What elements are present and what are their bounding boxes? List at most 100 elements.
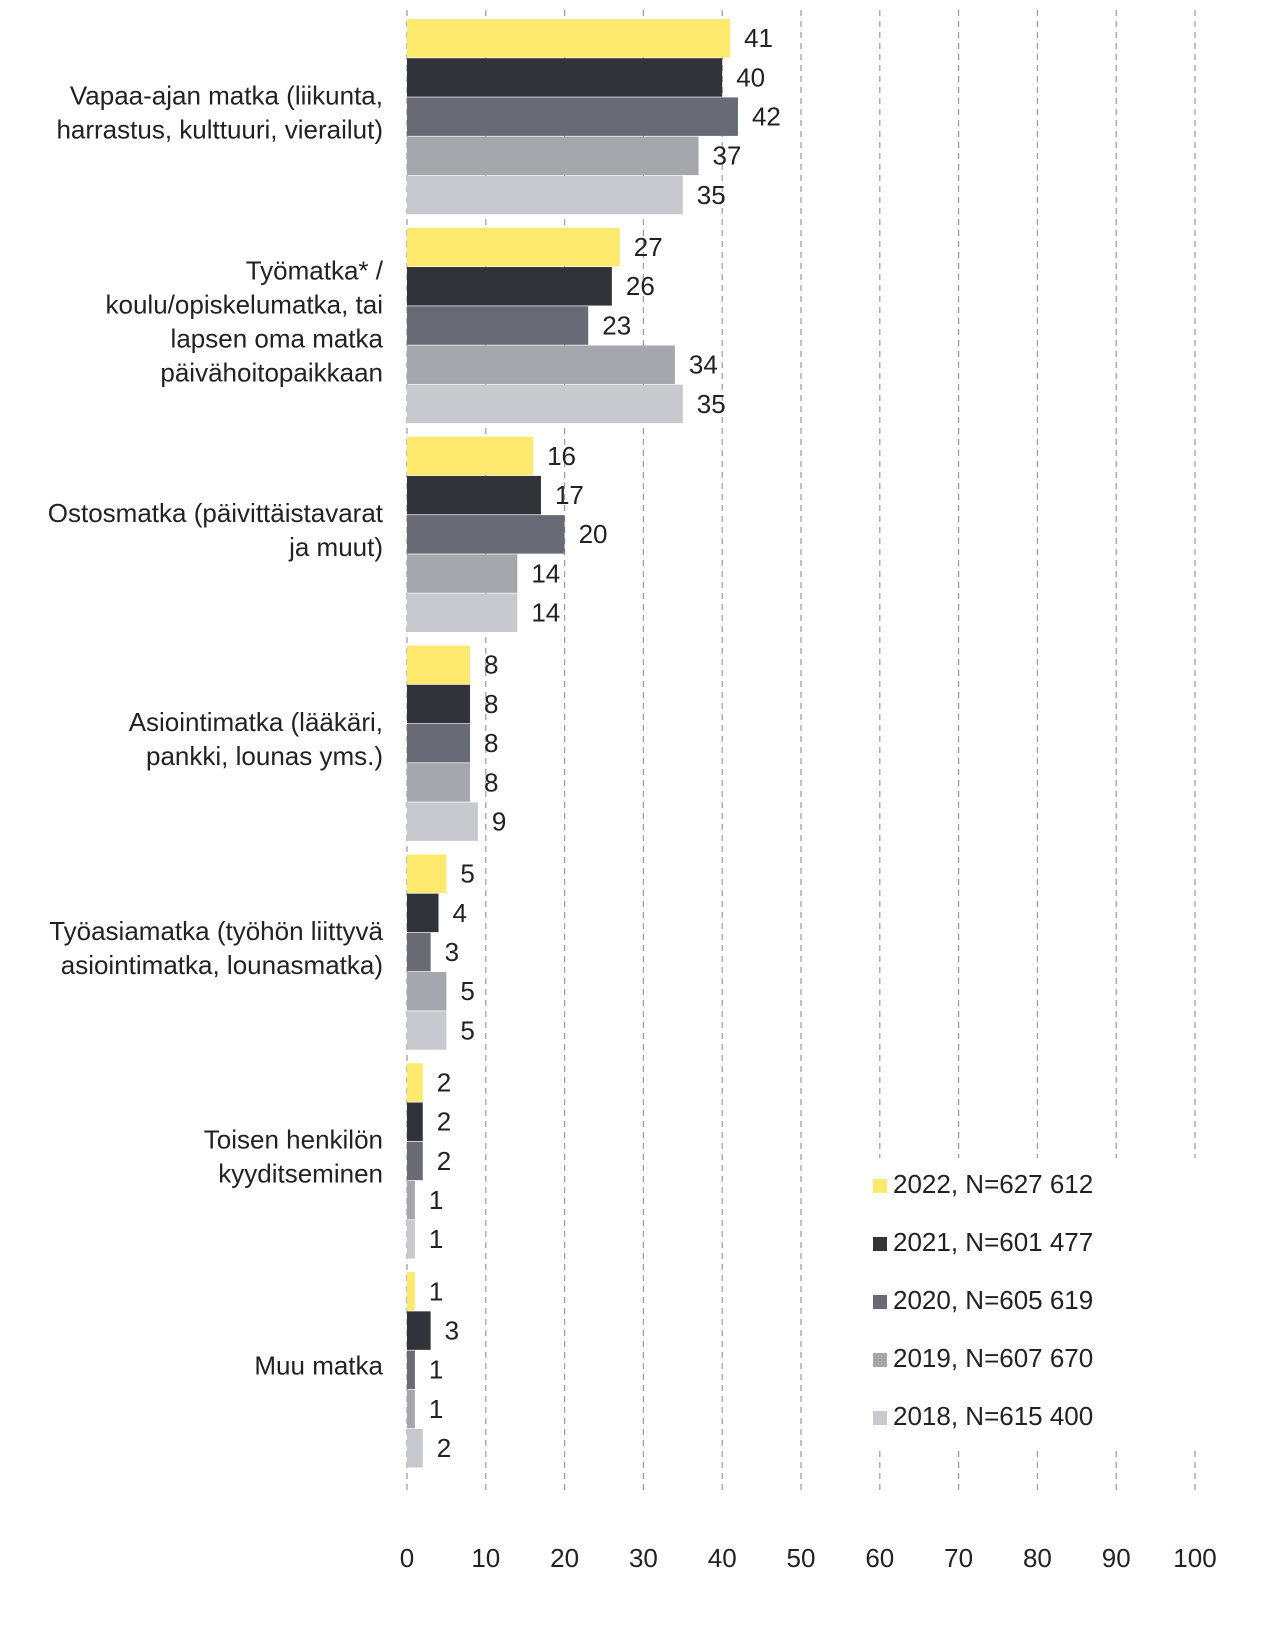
bar xyxy=(407,854,447,893)
data-label: 4 xyxy=(453,898,467,928)
bar xyxy=(407,1063,423,1102)
data-label: 17 xyxy=(555,480,584,510)
category-label: Toisen henkilön kyyditseminen xyxy=(204,1125,383,1189)
bar xyxy=(407,1011,447,1050)
x-tick-label: 40 xyxy=(708,1543,737,1573)
legend-background xyxy=(860,1158,1205,1448)
data-label: 9 xyxy=(492,806,506,836)
data-label: 40 xyxy=(736,62,765,92)
bar xyxy=(407,763,471,802)
data-label: 1 xyxy=(429,1185,443,1215)
bar xyxy=(407,384,683,424)
data-label: 35 xyxy=(697,180,726,210)
bar xyxy=(407,972,447,1011)
bar xyxy=(407,723,471,763)
legend-swatch xyxy=(873,1237,887,1251)
data-label: 2 xyxy=(437,1433,451,1463)
data-label: 1 xyxy=(429,1394,443,1424)
bar xyxy=(407,802,478,841)
bar xyxy=(407,1350,415,1390)
data-label: 1 xyxy=(429,1224,443,1254)
data-label: 2 xyxy=(437,1107,451,1137)
bar xyxy=(407,684,471,724)
x-tick-label: 20 xyxy=(550,1543,579,1573)
x-tick-label: 80 xyxy=(1023,1543,1052,1573)
data-label: 8 xyxy=(484,650,498,680)
bar xyxy=(407,593,518,633)
data-label: 2 xyxy=(437,1067,451,1097)
bar xyxy=(407,1180,415,1220)
bar xyxy=(407,97,738,136)
x-tick-label: 50 xyxy=(787,1543,816,1573)
bar xyxy=(407,19,731,58)
legend-swatch xyxy=(873,1353,887,1367)
data-label: 3 xyxy=(445,937,459,967)
category-label: Muu matka xyxy=(254,1350,383,1380)
data-label: 8 xyxy=(484,767,498,797)
legend-label: 2021, N=601 477 xyxy=(893,1227,1093,1257)
x-tick-label: 100 xyxy=(1173,1543,1216,1573)
bar xyxy=(407,475,541,515)
category-label: Työasiamatka (työhön liittyvä asiointimat… xyxy=(49,916,383,980)
bar xyxy=(407,554,518,593)
legend-swatch xyxy=(873,1411,887,1425)
x-tick-label: 60 xyxy=(865,1543,894,1573)
bar xyxy=(407,1428,423,1468)
bar xyxy=(407,436,534,476)
x-tick-label: 0 xyxy=(400,1543,414,1573)
bar xyxy=(407,345,675,384)
bar xyxy=(407,136,699,176)
data-label: 14 xyxy=(531,598,560,628)
legend-swatch xyxy=(873,1179,887,1193)
legend-label: 2019, N=607 670 xyxy=(893,1343,1093,1373)
bar xyxy=(407,1102,423,1141)
data-label: 1 xyxy=(429,1355,443,1385)
category-label: Ostosmatka (päivittäistavarat ja muut) xyxy=(48,498,384,562)
data-label: 1 xyxy=(429,1276,443,1306)
data-label: 42 xyxy=(752,102,781,132)
data-label: 8 xyxy=(484,689,498,719)
data-label: 5 xyxy=(460,1015,474,1045)
bar xyxy=(407,267,612,306)
data-label: 20 xyxy=(579,519,608,549)
x-tick-label: 90 xyxy=(1102,1543,1131,1573)
legend-label: 2020, N=605 619 xyxy=(893,1285,1093,1315)
bar xyxy=(407,58,723,97)
data-label: 5 xyxy=(460,976,474,1006)
x-tick-label: 30 xyxy=(629,1543,658,1573)
x-tick-label: 70 xyxy=(944,1543,973,1573)
bar xyxy=(407,1272,415,1311)
data-label: 8 xyxy=(484,728,498,758)
bar xyxy=(407,1220,415,1259)
data-label: 23 xyxy=(602,310,631,340)
data-label: 41 xyxy=(744,23,773,53)
x-tick-label: 10 xyxy=(471,1543,500,1573)
bar xyxy=(407,1389,415,1429)
bar xyxy=(407,645,471,685)
data-label: 34 xyxy=(689,350,718,380)
bar xyxy=(407,306,589,345)
legend-swatch xyxy=(873,1295,887,1309)
data-label: 27 xyxy=(634,232,663,262)
data-label: 26 xyxy=(626,271,655,301)
data-label: 3 xyxy=(445,1315,459,1345)
data-label: 2 xyxy=(437,1146,451,1176)
category-label: Asiointimatka (lääkäri, pankki, lounas ym… xyxy=(129,707,383,771)
bar xyxy=(407,175,683,215)
data-label: 14 xyxy=(531,558,560,588)
bar xyxy=(407,227,620,267)
data-label: 16 xyxy=(547,441,576,471)
legend-label: 2022, N=627 612 xyxy=(893,1169,1093,1199)
bar xyxy=(407,515,565,554)
bar xyxy=(407,893,439,933)
bar xyxy=(407,932,431,972)
bar xyxy=(407,1311,431,1350)
category-label: Työmatka* / koulu/opiskelumatka, tai lapse… xyxy=(106,255,384,387)
bar xyxy=(407,1141,423,1181)
category-label: Vapaa-ajan matka (liikunta, harrastus, ku… xyxy=(56,80,383,144)
data-label: 37 xyxy=(713,141,742,171)
data-label: 35 xyxy=(697,389,726,419)
legend-label: 2018, N=615 400 xyxy=(893,1401,1093,1431)
data-label: 5 xyxy=(460,859,474,889)
